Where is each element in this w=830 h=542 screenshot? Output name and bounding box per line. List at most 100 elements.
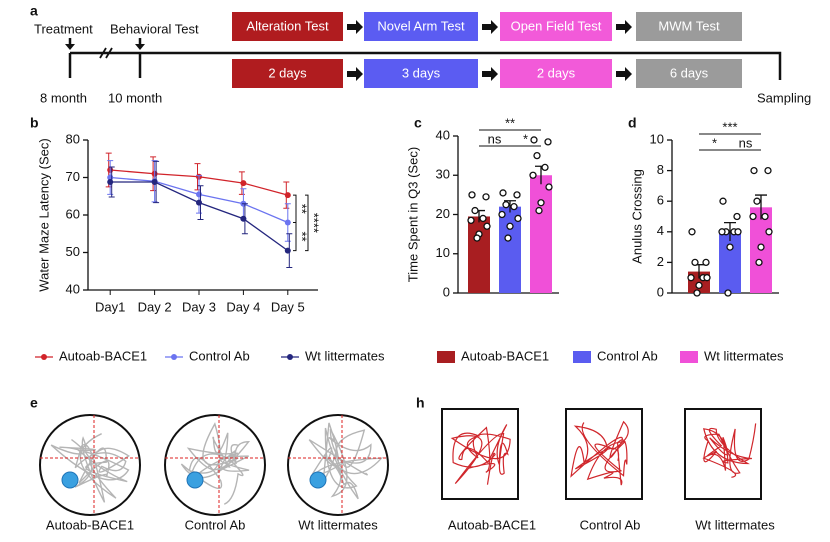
legend-marker [171, 354, 177, 360]
bar [468, 216, 490, 293]
arena [565, 408, 643, 500]
y-tick-label: 6 [657, 193, 664, 208]
marker [284, 247, 291, 254]
error-bar [724, 221, 736, 241]
y-tick-label: 2 [657, 254, 664, 269]
data-point [724, 289, 732, 297]
error-bar [504, 200, 516, 213]
y-tick-label: 40 [66, 281, 80, 296]
data-point [514, 214, 522, 223]
quadrant-line [40, 415, 140, 515]
x-tick-label: Day1 [95, 299, 125, 314]
data-point [471, 206, 479, 215]
significance-label: * [523, 131, 528, 146]
legend-swatch [680, 351, 698, 363]
data-point [510, 202, 518, 211]
legend-marker [287, 354, 293, 360]
event-label: Behavioral Test [110, 21, 199, 36]
significance-label: ns [739, 135, 753, 150]
arrow [482, 67, 498, 81]
legend-label: Wt littermates [704, 348, 784, 363]
data-point [468, 191, 476, 199]
data-point [718, 228, 726, 236]
stage-box [232, 59, 343, 88]
legend-swatch [437, 351, 455, 363]
y-tick-label: 30 [436, 167, 450, 182]
data-point [703, 274, 711, 282]
data-point [545, 183, 553, 191]
error-bar [755, 194, 767, 220]
marker [107, 179, 114, 185]
y-tick-label: 10 [650, 131, 664, 146]
y-tick-label: 0 [443, 284, 450, 299]
platform [186, 471, 204, 489]
y-tick-label: 8 [657, 162, 664, 177]
marker [284, 219, 291, 226]
panel-label: h [416, 395, 425, 411]
data-point [499, 189, 507, 197]
x-tick-label: Day 3 [182, 299, 216, 314]
y-axis-label: Water Maze Latency (Sec) [36, 138, 51, 291]
data-point [482, 193, 490, 201]
data-point [761, 212, 769, 221]
data-point [750, 166, 758, 175]
data-point [530, 136, 538, 144]
stage-label: 6 days [670, 65, 709, 80]
data-point [506, 222, 514, 230]
marker [240, 180, 247, 187]
legend-marker [41, 354, 47, 360]
panel-label: b [30, 115, 39, 131]
data-point [755, 258, 763, 267]
x-tick-label: Day 4 [226, 299, 260, 314]
stage-label: 2 days [268, 65, 307, 80]
group-label: Control Ab [185, 517, 246, 532]
stage-box [636, 12, 742, 41]
data-point [753, 197, 761, 205]
y-tick-label: 10 [436, 245, 450, 260]
end-label: Sampling [757, 90, 811, 105]
arrow [347, 20, 363, 34]
legend-label: Control Ab [597, 348, 658, 363]
stage-label: MWM Test [658, 18, 720, 33]
stage-box [232, 12, 343, 41]
data-point [541, 163, 549, 172]
data-point [504, 234, 512, 242]
y-tick-label: 50 [66, 244, 80, 259]
arrow [347, 67, 363, 81]
data-point [749, 212, 757, 221]
stage-box [364, 59, 478, 88]
significance-bracket [305, 194, 309, 252]
y-tick-label: 70 [66, 169, 80, 184]
legend-label: Control Ab [189, 348, 250, 363]
arrow [616, 20, 632, 34]
y-tick-label: 4 [657, 223, 664, 238]
stage-label: Open Field Test [511, 18, 602, 33]
y-tick-label: 20 [436, 206, 450, 221]
y-axis-label: Anulus Crossing [629, 169, 644, 264]
data-point [702, 258, 710, 267]
arena [684, 408, 762, 500]
group-label: Wt littermates [695, 517, 775, 532]
significance-label: **** [307, 213, 322, 233]
x-tick-label: Day 2 [138, 299, 172, 314]
swim-track [702, 423, 757, 478]
panel-label: d [628, 115, 637, 131]
data-point [529, 171, 537, 179]
data-point [695, 281, 703, 290]
age-label: 10 month [108, 90, 162, 105]
marker [151, 179, 158, 185]
data-point [764, 166, 772, 175]
stage-box [500, 12, 612, 41]
bar [530, 175, 552, 293]
data-point [688, 228, 696, 236]
swim-track [570, 420, 629, 486]
data-point [513, 191, 521, 199]
significance-label: ** [295, 232, 310, 242]
marker [240, 215, 247, 222]
y-tick-label: 80 [66, 131, 80, 146]
significance-label: *** [722, 119, 737, 134]
panel-label: e [30, 395, 38, 411]
arrow [616, 67, 632, 81]
legend-label: Autoab-BACE1 [59, 348, 147, 363]
data-point [498, 210, 506, 219]
